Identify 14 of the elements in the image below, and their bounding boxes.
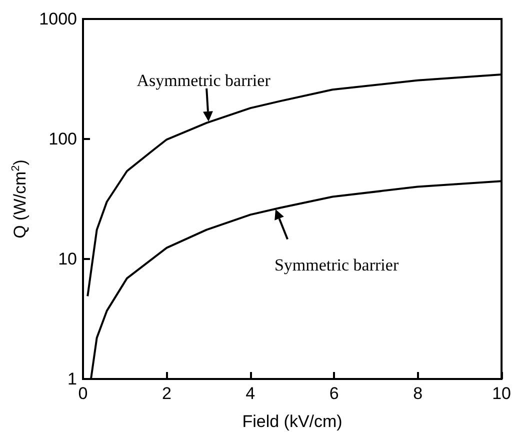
y-tick-label: 1: [68, 370, 77, 388]
x-axis-title: Field (kV/cm): [242, 412, 342, 431]
x-tick-label: 10: [492, 384, 512, 403]
x-tick-label: 0: [78, 384, 88, 403]
x-tick-label: 4: [246, 384, 256, 403]
annotation: Symmetric barrier: [274, 256, 399, 275]
y-tick-label: 10: [58, 250, 77, 268]
y-tick-label: 100: [48, 130, 77, 148]
x-tick-label: 6: [329, 384, 339, 403]
x-tick-label: 8: [413, 384, 423, 403]
x-tick-label: 2: [162, 384, 172, 403]
y-axis-title: Q (W/cm2): [10, 160, 30, 238]
y-tick-label: 1000: [39, 10, 77, 28]
annotation: Asymmetric barrier: [136, 70, 271, 90]
